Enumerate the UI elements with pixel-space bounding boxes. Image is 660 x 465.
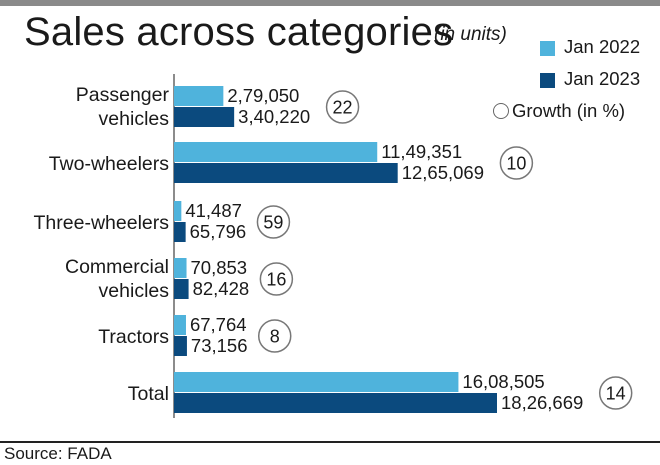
value-label: 2,79,050 bbox=[227, 85, 299, 106]
category-label: Passenger bbox=[76, 84, 170, 106]
category-label: Two-wheelers bbox=[49, 153, 170, 175]
category-label: Total bbox=[128, 383, 169, 405]
bar-jan2022 bbox=[174, 315, 186, 335]
category-label: Commercial bbox=[65, 256, 169, 278]
value-label: 3,40,220 bbox=[238, 106, 310, 127]
growth-circle bbox=[257, 319, 292, 353]
growth-circle bbox=[499, 146, 534, 180]
growth-circle bbox=[259, 262, 294, 296]
top-rule bbox=[0, 0, 660, 6]
growth-circle bbox=[256, 205, 291, 239]
bar-jan2022 bbox=[174, 372, 459, 392]
value-label: 82,428 bbox=[193, 278, 250, 299]
value-label: 70,853 bbox=[191, 257, 248, 278]
category-label: vehicles bbox=[99, 108, 170, 130]
legend-swatch-jan2023 bbox=[540, 73, 555, 88]
value-label: 16,08,505 bbox=[462, 371, 544, 392]
bar-jan2022 bbox=[174, 201, 182, 221]
bottom-rule bbox=[0, 441, 660, 443]
category-label: Tractors bbox=[98, 326, 169, 348]
category-label: vehicles bbox=[99, 280, 170, 302]
growth-label: 8 bbox=[270, 327, 280, 347]
growth-label: 59 bbox=[263, 213, 283, 233]
value-label: 18,26,669 bbox=[501, 392, 583, 413]
bar-jan2022 bbox=[174, 258, 187, 278]
growth-circle-icon bbox=[493, 103, 509, 119]
growth-circle bbox=[598, 376, 633, 410]
bar-jan2023 bbox=[174, 222, 186, 242]
growth-label: 16 bbox=[266, 270, 286, 290]
legend-label-jan2022: Jan 2022 bbox=[564, 36, 641, 57]
bar-jan2022 bbox=[174, 86, 224, 106]
growth-circle bbox=[325, 90, 360, 124]
bar-jan2023 bbox=[174, 336, 187, 356]
units-note: (in units) bbox=[434, 24, 507, 45]
legend-label-jan2023: Jan 2023 bbox=[564, 68, 641, 89]
growth-label: 14 bbox=[606, 384, 626, 404]
bar-jan2023 bbox=[174, 107, 235, 127]
bar-jan2023 bbox=[174, 393, 497, 413]
bar-jan2023 bbox=[174, 279, 189, 299]
value-label: 73,156 bbox=[191, 335, 248, 356]
source-note: Source: FADA bbox=[4, 444, 112, 463]
growth-label: 22 bbox=[333, 98, 353, 118]
value-label: 12,65,069 bbox=[402, 162, 484, 183]
category-label: Three-wheelers bbox=[34, 212, 170, 234]
value-label: 11,49,351 bbox=[381, 141, 462, 162]
value-label: 67,764 bbox=[190, 314, 247, 335]
legend-swatch-jan2022 bbox=[540, 41, 555, 56]
legend-label-growth: Growth (in %) bbox=[512, 100, 626, 121]
growth-label: 10 bbox=[506, 154, 526, 174]
value-label: 41,487 bbox=[185, 200, 242, 221]
chart-title: Sales across categories bbox=[24, 10, 454, 54]
bar-jan2023 bbox=[174, 163, 398, 183]
value-label: 65,796 bbox=[190, 221, 247, 242]
bar-jan2022 bbox=[174, 142, 378, 162]
